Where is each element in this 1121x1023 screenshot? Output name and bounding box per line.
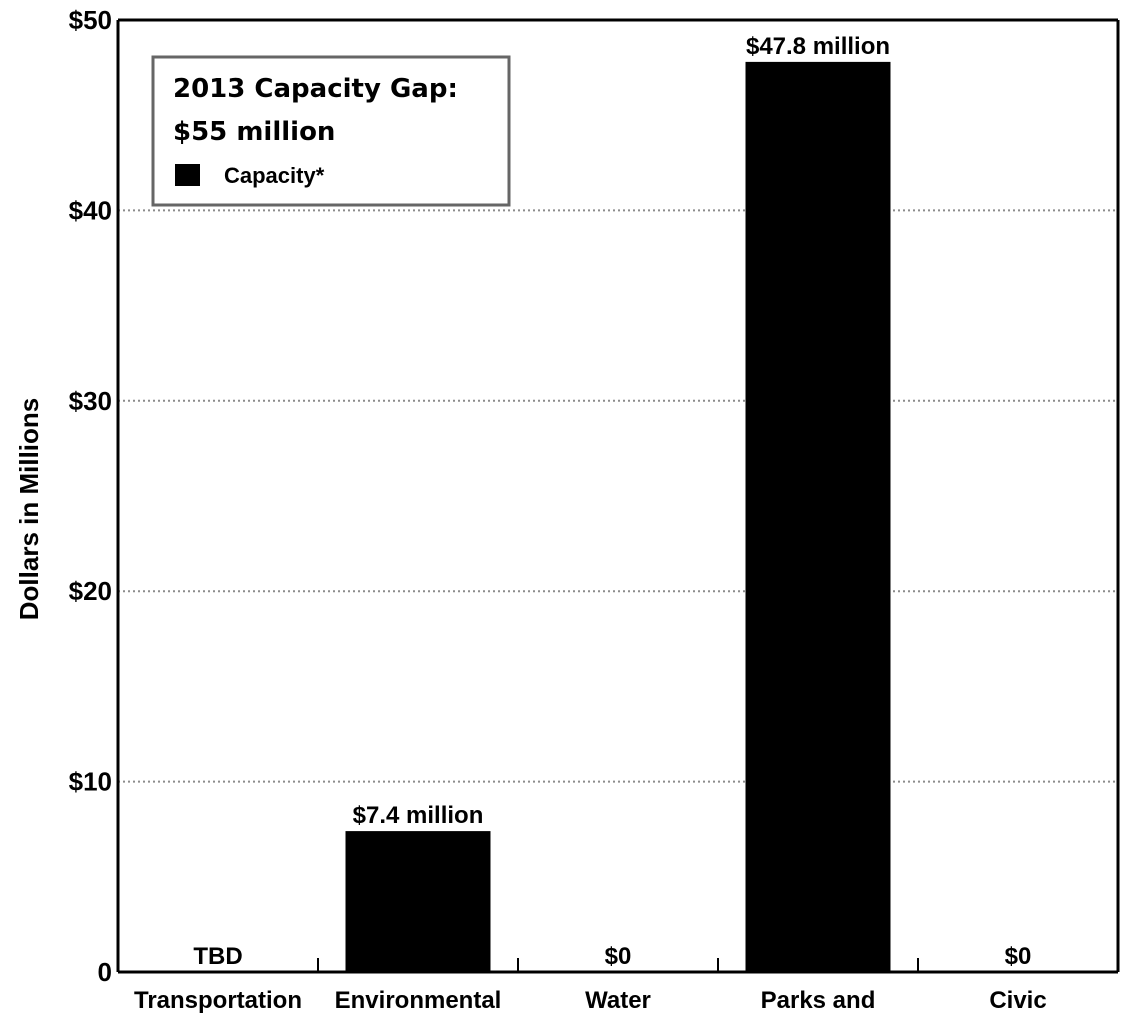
y-tick-label: $40 (69, 195, 112, 225)
y-axis-label: Dollars in Millions (14, 398, 44, 620)
x-category-label: Transportation (134, 987, 302, 1014)
data-label: $7.4 million (353, 802, 484, 829)
axes (116, 18, 1120, 974)
x-category-label: Water (585, 987, 651, 1014)
x-category-label: Civic (989, 987, 1046, 1014)
data-label: $0 (605, 943, 632, 970)
legend: 2013 Capacity Gap: $55 million Capacity* (151, 55, 511, 207)
legend-item-label: Capacity* (224, 163, 325, 188)
legend-swatch (175, 164, 200, 186)
legend-box (151, 55, 511, 207)
grid-lines (118, 209, 1118, 783)
data-label: $0 (1005, 943, 1032, 970)
y-tick-label: $50 (69, 5, 112, 35)
x-category-label: Parks and (761, 987, 876, 1014)
bar (345, 831, 491, 972)
y-tick-labels: 0 $10 $20 $30 $40 $50 (69, 5, 112, 987)
y-tick-label: $10 (69, 767, 112, 797)
legend-title-line-2: $55 million (173, 117, 335, 147)
bar (745, 61, 891, 972)
x-category-labels: Transportation Environmental Water Parks an… (134, 987, 1047, 1014)
bars (345, 61, 891, 972)
data-label: TBD (193, 943, 242, 970)
y-tick-label: $20 (69, 576, 112, 606)
data-labels: TBD $7.4 million $0 $47.8 million $0 (193, 33, 1031, 970)
legend-title-line-1: 2013 Capacity Gap: (173, 74, 458, 104)
data-label: $47.8 million (746, 33, 890, 60)
x-category-label: Environmental (335, 987, 502, 1014)
y-tick-label: 0 (98, 957, 112, 987)
y-tick-label: $30 (69, 386, 112, 416)
